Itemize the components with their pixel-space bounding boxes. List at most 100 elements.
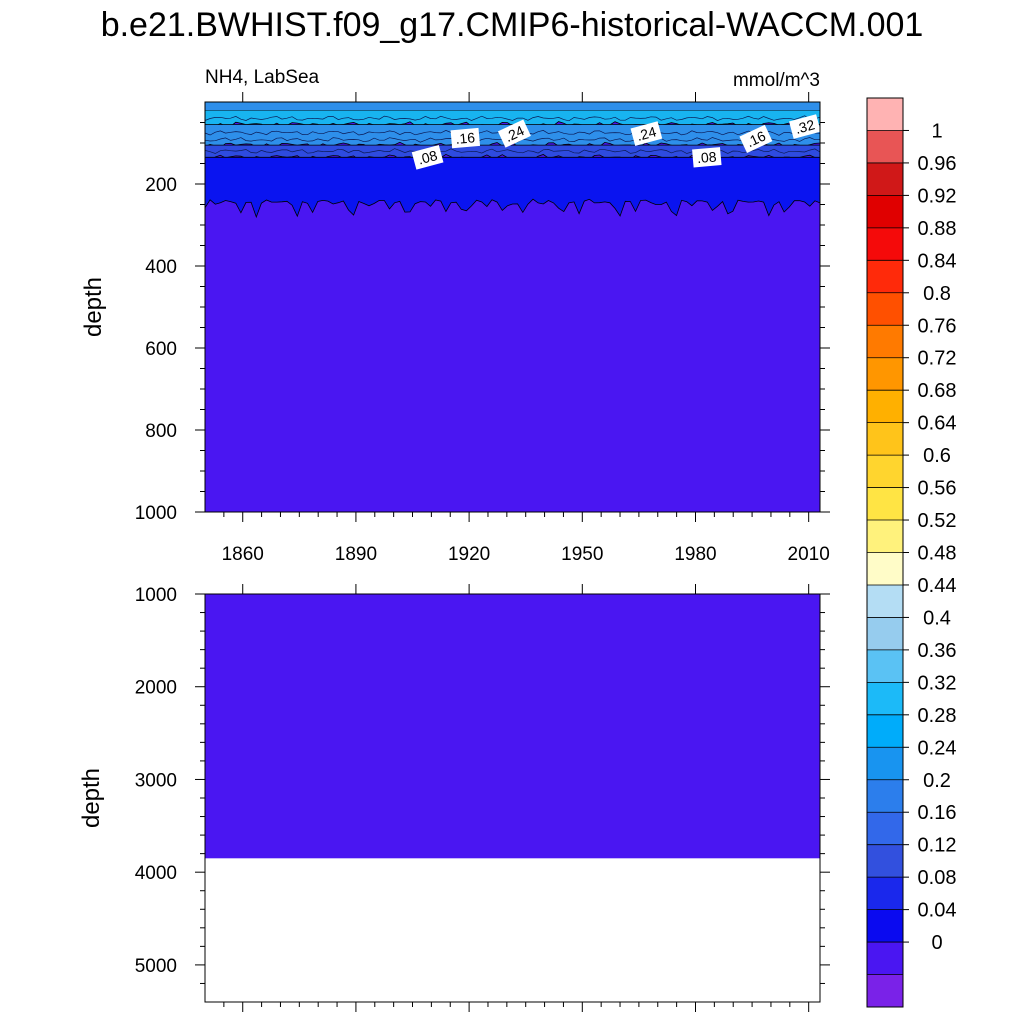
contour-label-box [411,144,444,170]
upper-panel: .08 .16 .24 .24 .08 .16 .32 1860 1890 1920 1950 19… [80,67,830,565]
contour-label: .24 [497,119,531,148]
x-tick-label: 1950 [561,544,603,565]
contour-label-text: .16 [455,129,476,147]
contour-label-box [450,127,481,149]
y-tick-label: 400 [145,257,177,278]
colorbar-swatch [867,779,903,813]
contour-label-text: .24 [502,122,527,145]
upper-axis-ticks: 1860 1890 1920 1950 1980 2010 200 400 600 800 1000 [135,92,830,565]
colorbar-label: 0.4 [923,607,951,629]
colorbar-swatch [867,649,903,683]
colorbar-swatch [867,520,903,553]
upper-contour-fill [204,102,821,219]
y-tick-label: 5000 [135,956,177,977]
contour-label-box [630,121,663,146]
colorbar-swatch [867,747,903,781]
colorbar-swatch [867,325,903,359]
contour-label: .24 [630,121,663,146]
contour-label-text: .24 [635,123,658,144]
y-tick-label: 800 [145,421,177,442]
colorbar-label: 0.08 [918,867,957,889]
colorbar-swatch [867,617,903,651]
contour-label-text: .08 [416,147,439,168]
contour-label-box [692,147,722,168]
colorbar-swatch [867,682,903,716]
colorbar-label: 0.68 [918,380,957,402]
colorbar-label: 0.44 [918,575,957,597]
colorbar-label: 0.96 [918,153,957,175]
colorbar-label: 0.6 [923,445,951,467]
x-tick-label: 2010 [788,544,830,565]
colorbar-swatch [867,390,903,423]
colorbar-swatch [867,98,903,131]
lower-axis-ticks: 1000 2000 3000 4000 5000 [135,584,830,1012]
x-tick-label: 1920 [448,544,490,565]
x-tick-label: 1860 [222,544,264,565]
colorbar-label: 0.92 [918,185,957,207]
surface-band [205,102,820,111]
colorbar-swatch [867,260,903,294]
upper-contour-labels: .08 .16 .24 .24 .08 .16 .32 [411,114,821,170]
colorbar-swatch [867,292,903,326]
contour-label: .08 [411,144,444,170]
y-tick-label: 2000 [135,678,177,699]
contour-label: .16 [739,124,773,153]
colorbar-label: 0.72 [918,348,957,370]
contour-line [204,115,821,122]
figure-title: b.e21.BWHIST.f09_g17.CMIP6-historical-WA… [101,6,924,44]
contour-label-box [789,114,821,139]
contour-label-text: .08 [696,148,717,166]
colorbar-swatch [867,714,903,748]
y-tick-label: 3000 [135,770,177,791]
contour-label: .16 [450,127,481,149]
colorbar-swatch [867,877,903,910]
contour-label-text: .16 [744,127,769,150]
contour-label-box [739,124,773,153]
colorbar: 1 0.96 0.92 0.88 0.84 0.8 0.76 0.72 0.68 0.64 0.6 0… [866,97,957,1008]
contour-label-text: .32 [793,116,816,137]
contour-label: .08 [692,147,722,168]
contour-label: .32 [789,114,821,139]
contour-label-box [497,119,531,148]
colorbar-label: 0.28 [918,705,957,727]
colorbar-label: 0.12 [918,835,957,857]
colorbar-label: 0.16 [918,802,957,824]
colorbar-label: 0.8 [923,283,951,305]
colorbar-label: 0.32 [918,672,957,694]
colorbar-label: 0.2 [923,770,951,792]
colorbar-label: 0.36 [918,640,957,662]
y-tick-label: 1000 [135,585,177,606]
colorbar-label: 0.64 [918,413,957,435]
colorbar-label: 0.84 [918,250,957,272]
colorbar-label: 0.52 [918,510,957,532]
colorbar-swatch [867,227,903,261]
colorbar-label: 0 [931,932,942,954]
upper-left-label: NH4, LabSea [205,67,320,88]
upper-y-axis-label: depth [80,277,107,337]
colorbar-swatch [867,552,903,586]
y-tick-label: 200 [145,175,177,196]
colorbar-swatch [867,974,903,1008]
colorbar-swatch [867,584,903,618]
colorbar-swatch [867,130,903,164]
colorbar-swatch [867,844,903,878]
upper-units-label: mmol/m^3 [733,70,820,91]
colorbar-label: 0.56 [918,478,957,500]
colorbar-swatch [867,162,903,196]
colorbar-label: 0.04 [918,900,957,922]
x-tick-label: 1980 [674,544,716,565]
colorbar-swatch [867,942,903,975]
colorbar-swatch [867,422,903,456]
colorbar-swatch [867,487,903,521]
colorbar-label: 0.24 [918,737,957,759]
colorbar-swatch [867,455,903,488]
colorbar-label: 0.76 [918,315,957,337]
colorbar-swatch [867,195,903,229]
colorbar-swatch [867,357,903,391]
y-tick-label: 4000 [135,863,177,884]
x-tick-label: 1890 [335,544,377,565]
colorbar-label: 0.88 [918,218,957,240]
lower-filled-region [205,594,820,859]
y-tick-label: 600 [145,339,177,360]
